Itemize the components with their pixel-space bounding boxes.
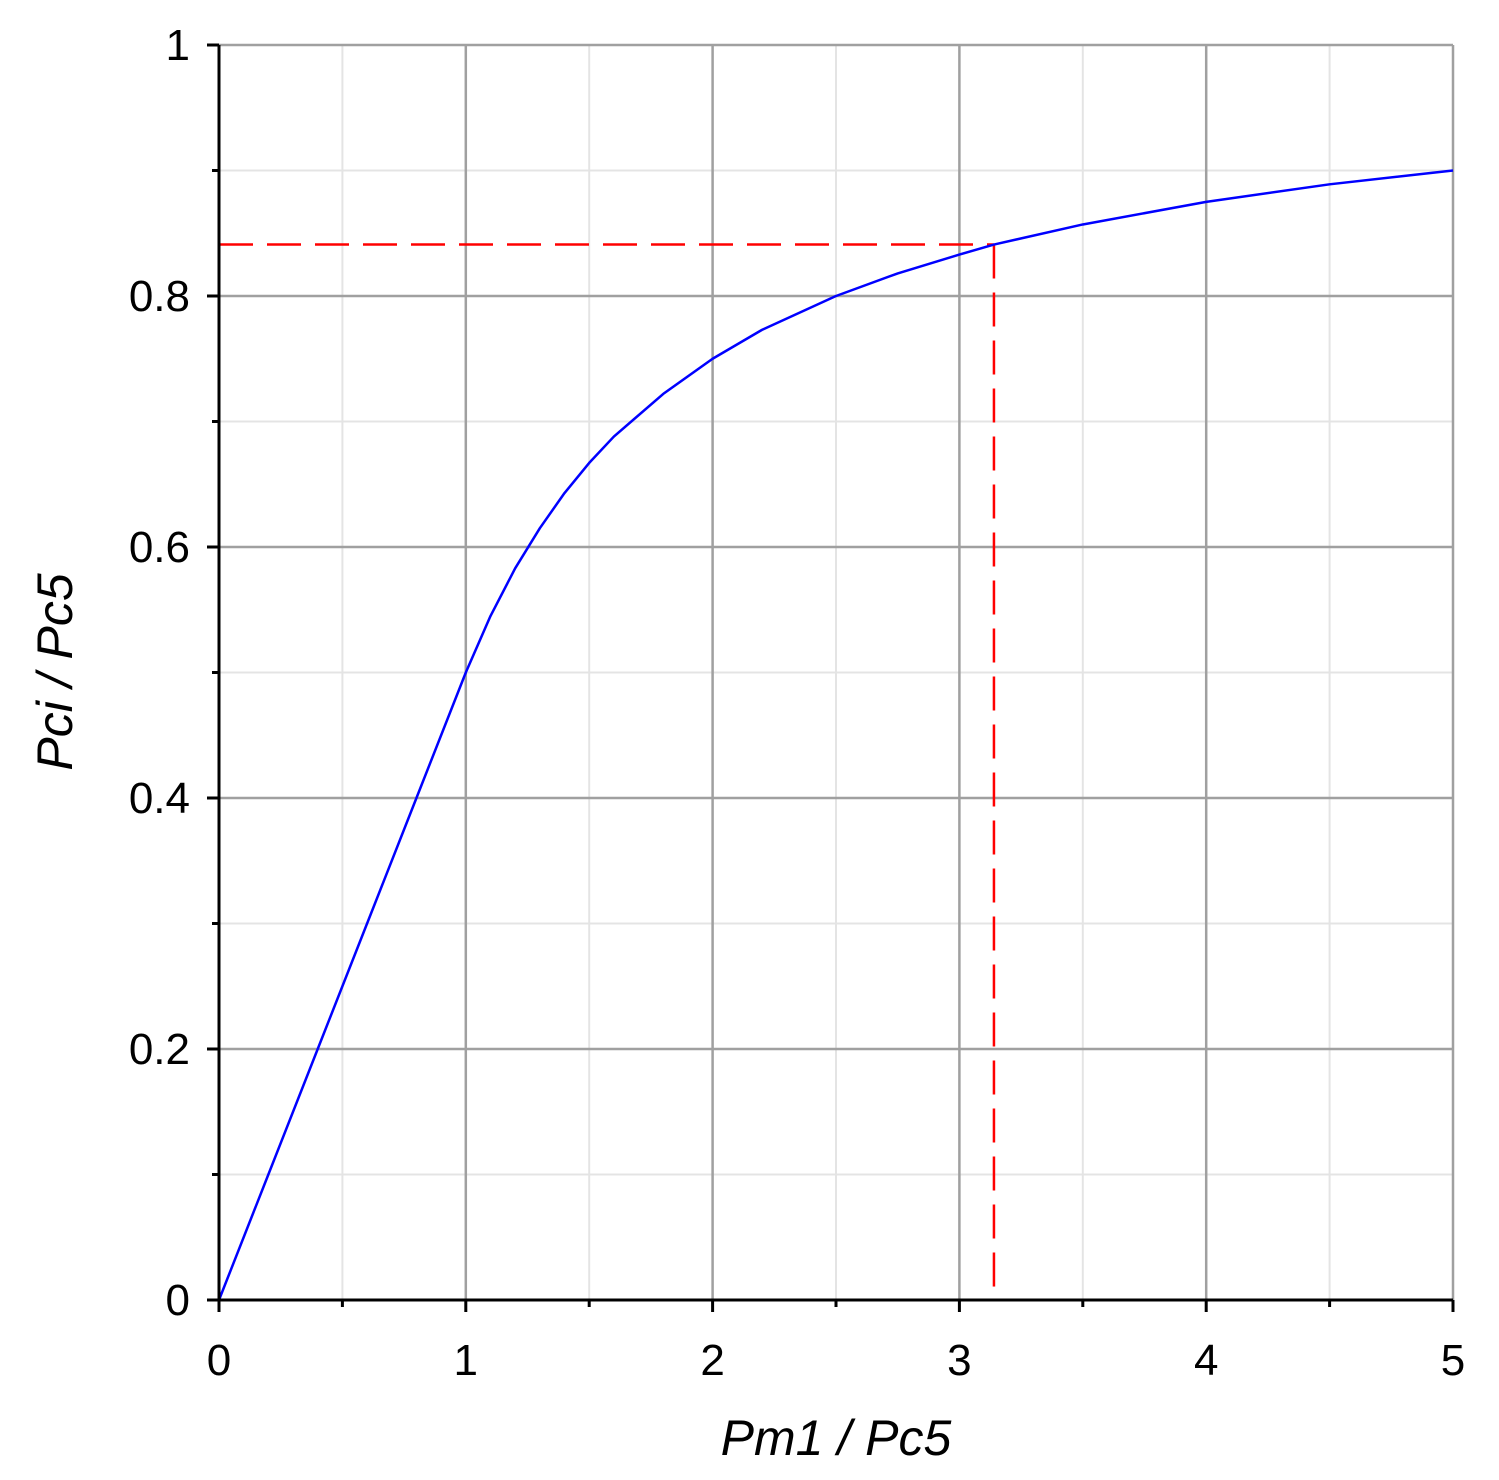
marker-lines — [219, 243, 996, 1300]
major-grid — [219, 43, 1455, 1300]
x-tick-label: 3 — [947, 1336, 971, 1385]
y-tick-label: 0.8 — [129, 272, 190, 321]
series-layer — [217, 169, 1454, 1301]
x-tick-label: 2 — [700, 1336, 724, 1385]
series-line-0 — [217, 169, 1454, 1301]
y-tick-label: 0.4 — [129, 774, 190, 823]
y-tick-label: 0.6 — [129, 523, 190, 572]
axes — [207, 43, 1455, 1312]
y-tick-label: 0 — [166, 1276, 190, 1325]
x-tick-label: 5 — [1441, 1336, 1465, 1385]
x-axis-title: Pm1 / Pc5 — [721, 1410, 952, 1466]
minor-grid — [219, 45, 1453, 1300]
y-tick-labels: 0 0.2 0.4 0.6 0.8 1 — [129, 21, 190, 1325]
y-axis-title: Pci / Pc5 — [27, 573, 83, 770]
x-tick-label: 0 — [207, 1336, 231, 1385]
x-tick-label: 1 — [454, 1336, 478, 1385]
y-tick-label: 0.2 — [129, 1025, 190, 1074]
y-tick-label: 1 — [166, 21, 190, 70]
x-tick-label: 4 — [1194, 1336, 1218, 1385]
x-tick-labels: 0 1 2 3 4 5 — [207, 1336, 1465, 1385]
